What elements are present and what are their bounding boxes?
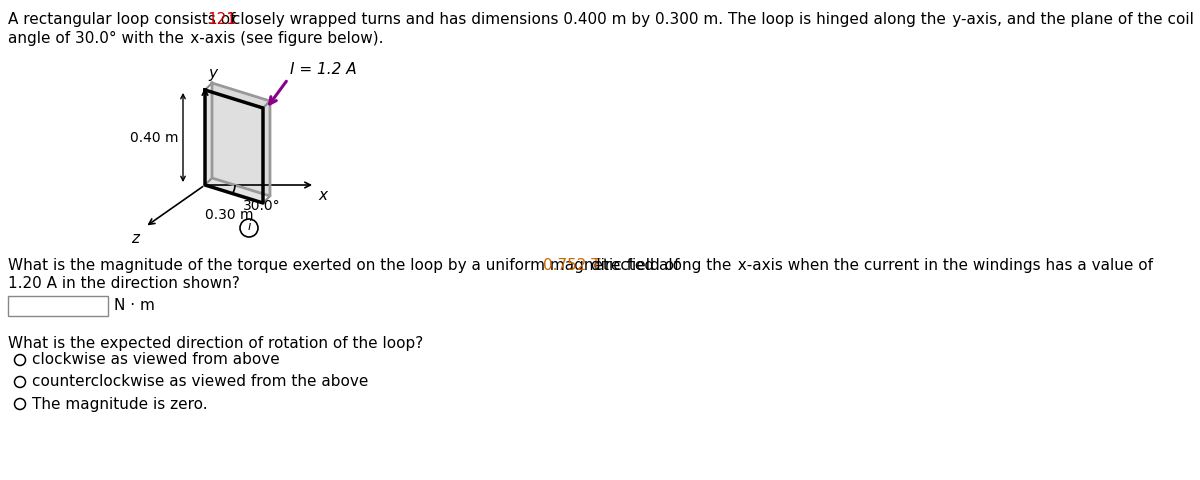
Polygon shape bbox=[205, 90, 263, 203]
Text: 30.0°: 30.0° bbox=[242, 199, 281, 213]
Text: x: x bbox=[318, 188, 326, 203]
Text: 0.40 m: 0.40 m bbox=[131, 131, 179, 144]
Text: z: z bbox=[131, 231, 139, 246]
Text: angle of 30.0° with the  x-axis (see figure below).: angle of 30.0° with the x-axis (see figu… bbox=[8, 31, 384, 46]
Polygon shape bbox=[212, 83, 270, 196]
Text: clockwise as viewed from above: clockwise as viewed from above bbox=[32, 352, 280, 368]
Text: The magnitude is zero.: The magnitude is zero. bbox=[32, 396, 208, 411]
Text: directed along the  x-axis when the current in the windings has a value of: directed along the x-axis when the curre… bbox=[586, 258, 1153, 273]
FancyBboxPatch shape bbox=[8, 296, 108, 316]
Text: y: y bbox=[208, 66, 217, 81]
Text: 121: 121 bbox=[208, 12, 236, 27]
Text: closely wrapped turns and has dimensions 0.400 m by 0.300 m. The loop is hinged : closely wrapped turns and has dimensions… bbox=[227, 12, 1200, 27]
Text: counterclockwise as viewed from the above: counterclockwise as viewed from the abov… bbox=[32, 374, 368, 389]
Text: 0.30 m: 0.30 m bbox=[205, 208, 253, 222]
Text: A rectangular loop consists of: A rectangular loop consists of bbox=[8, 12, 240, 27]
Text: What is the magnitude of the torque exerted on the loop by a uniform magnetic fi: What is the magnitude of the torque exer… bbox=[8, 258, 684, 273]
Text: 0.752 T: 0.752 T bbox=[544, 258, 601, 273]
Text: N · m: N · m bbox=[114, 299, 155, 313]
Text: i: i bbox=[247, 220, 251, 233]
Text: What is the expected direction of rotation of the loop?: What is the expected direction of rotati… bbox=[8, 336, 424, 351]
Text: I = 1.2 A: I = 1.2 A bbox=[290, 62, 356, 77]
Text: 1.20 A in the direction shown?: 1.20 A in the direction shown? bbox=[8, 276, 240, 291]
